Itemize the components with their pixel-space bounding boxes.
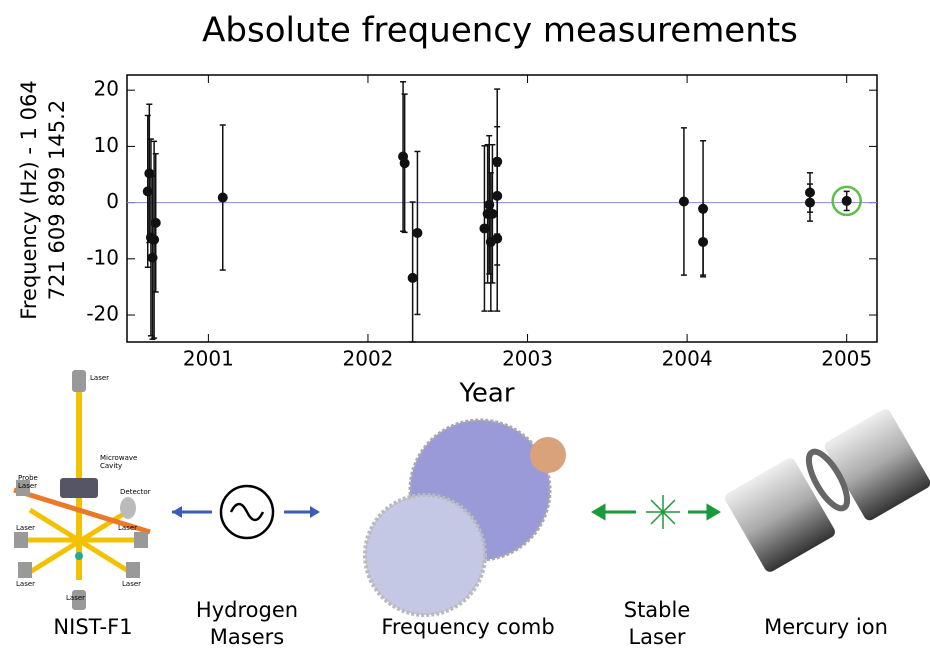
fountain-label: Laser [66, 594, 85, 602]
fountain-label: Laser [18, 482, 37, 490]
diagram-label: NIST-F1 [53, 615, 132, 639]
y-tick-label: -20 [86, 302, 119, 326]
fountain-label: Detector [120, 488, 151, 496]
y-tick-label: 0 [106, 189, 119, 213]
diagram-label: Masers [210, 625, 284, 649]
data-point [487, 208, 498, 219]
maser-icon [172, 484, 320, 540]
data-point [492, 233, 503, 244]
fountain-label: Laser [90, 374, 109, 382]
data-point [804, 197, 815, 208]
fountain-label: Laser [16, 524, 35, 532]
x-axis-label: Year [458, 379, 514, 409]
chart-title: Absolute frequency measurements [202, 11, 798, 51]
fountain-label: Probe [18, 474, 38, 482]
data-point [678, 196, 689, 207]
fountain-diagram [13, 370, 151, 610]
data-point [698, 236, 709, 247]
diagram-label: Hydrogen [196, 598, 298, 622]
diagram-label: Mercury ion [764, 615, 888, 639]
y-tick-label: 20 [94, 77, 119, 101]
highlight-ring [831, 185, 862, 217]
data-point [399, 158, 410, 169]
comb-icon [363, 418, 566, 617]
y-axis-label: 721 609 899 145.2 [45, 100, 69, 300]
diagram-label: Laser [628, 625, 685, 649]
x-tick-label: 2005 [821, 347, 872, 371]
x-tick-label: 2003 [502, 347, 553, 371]
fountain-label: Laser [118, 524, 137, 532]
data-point [149, 234, 160, 245]
x-tick-label: 2002 [343, 347, 394, 371]
fountain-label: Microwave [100, 454, 137, 462]
y-tick-label: -10 [86, 245, 119, 269]
fountain-label: Cavity [100, 462, 122, 470]
fountain-label: Laser [122, 580, 141, 588]
data-point [217, 192, 228, 203]
diagram-label: Frequency comb [381, 615, 554, 639]
ion-trap-icon [725, 409, 930, 572]
data-point [412, 227, 423, 238]
x-tick-label: 2004 [662, 347, 713, 371]
plot-frame [126, 74, 878, 343]
data-point [841, 195, 852, 206]
x-tick-label: 2001 [183, 347, 234, 371]
fountain-label: Laser [16, 580, 35, 588]
data-point [407, 272, 418, 283]
laser-icon [591, 495, 721, 529]
y-axis-label: Frequency (Hz) - 1 064 [17, 80, 41, 319]
y-tick-label: 10 [94, 133, 119, 157]
diagram-label: Stable [624, 598, 691, 622]
data-point [150, 217, 161, 228]
